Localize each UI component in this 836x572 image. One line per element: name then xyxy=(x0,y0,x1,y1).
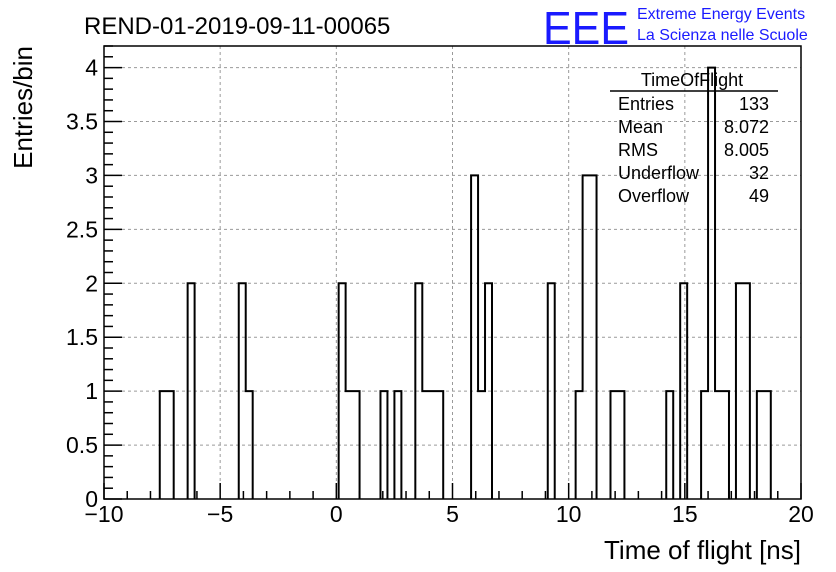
stats-value: 8.072 xyxy=(724,117,769,137)
histogram-bin-9 xyxy=(394,391,401,499)
histogram-bin-14 xyxy=(471,175,478,499)
histogram-bin-29 xyxy=(736,283,743,499)
y-tick-label: 2.5 xyxy=(66,216,98,242)
y-tick-label: 0.5 xyxy=(66,432,98,458)
x-tick-label: −5 xyxy=(207,501,233,527)
histogram-bin-4 xyxy=(246,391,253,499)
histogram-bin-30 xyxy=(743,283,750,499)
histogram-bin-6 xyxy=(346,391,353,499)
histogram-outline xyxy=(158,66,772,499)
histogram-bin-21 xyxy=(610,391,617,499)
histogram-bin-5 xyxy=(339,283,346,499)
histogram-bin-11 xyxy=(422,391,429,499)
histogram-bin-16 xyxy=(485,283,492,499)
y-tick-label: 1.5 xyxy=(66,324,98,350)
histogram-bin-10 xyxy=(415,283,422,499)
x-tick-labels: −10 −5 0 5 10 15 20 xyxy=(84,501,813,527)
histogram-bin-28 xyxy=(722,391,729,499)
stats-label: RMS xyxy=(618,140,658,160)
x-tick-label: −10 xyxy=(84,501,123,527)
x-tick-label: 20 xyxy=(788,501,814,527)
x-tick-label: 0 xyxy=(330,501,343,527)
y-tick-label: 4 xyxy=(85,55,98,81)
histogram-bin-12 xyxy=(429,391,436,499)
histogram-bin-32 xyxy=(764,391,771,499)
histogram-bin-26 xyxy=(708,68,715,499)
stats-label: Mean xyxy=(618,117,663,137)
logo-line1: Extreme Energy Events xyxy=(637,6,805,23)
stats-value: 133 xyxy=(739,94,769,114)
histogram-bin-15 xyxy=(478,391,485,499)
x-tick-label: 5 xyxy=(446,501,459,527)
histogram-bin-17 xyxy=(548,283,555,499)
grid-lines xyxy=(104,46,801,499)
histogram-bin-24 xyxy=(680,283,687,499)
logo-line2: La Scienza nelle Scuole xyxy=(637,27,808,44)
histogram-bin-7 xyxy=(353,391,360,499)
stats-value: 8.005 xyxy=(724,140,769,160)
histogram-bin-13 xyxy=(436,391,443,499)
stats-value: 32 xyxy=(749,163,769,183)
axis-ticks xyxy=(103,45,802,500)
x-axis-title: Time of flight [ns] xyxy=(604,535,801,565)
histogram-bin-31 xyxy=(757,391,764,499)
stats-label: Underflow xyxy=(618,163,700,183)
stats-label: Overflow xyxy=(618,186,690,206)
x-tick-label: 10 xyxy=(556,501,582,527)
histogram-bin-8 xyxy=(380,391,387,499)
histogram-bin-19 xyxy=(583,175,590,499)
histogram-bin-25 xyxy=(701,391,708,499)
histogram-bin-18 xyxy=(576,391,583,499)
x-tick-label: 15 xyxy=(672,501,698,527)
histogram-bin-3 xyxy=(239,283,246,499)
histogram-bin-20 xyxy=(590,175,597,499)
histogram-bin-0 xyxy=(160,391,167,499)
y-tick-label: 2 xyxy=(85,270,98,296)
chart-title: REND-01-2019-09-11-00065 xyxy=(84,13,390,40)
stats-value: 49 xyxy=(749,186,769,206)
histogram-bin-22 xyxy=(617,391,624,499)
histogram-bin-2 xyxy=(188,283,195,499)
y-axis-title: Entries/bin xyxy=(8,46,38,169)
histogram-bin-27 xyxy=(715,391,722,499)
histogram-bin-23 xyxy=(666,391,673,499)
stats-box: TimeOfFlight Entries 133 Mean 8.072 RMS 8.005… xyxy=(610,70,778,206)
y-tick-label: 0 xyxy=(85,486,98,512)
y-tick-labels: 0 0.5 1 1.5 2 2.5 3 3.5 4 xyxy=(66,55,98,512)
stats-label: Entries xyxy=(618,94,674,114)
stats-title: TimeOfFlight xyxy=(641,70,743,90)
stats-rows: Entries 133 Mean 8.072 RMS 8.005 Underflow 32 Ov… xyxy=(618,94,769,206)
y-tick-label: 3 xyxy=(85,162,98,188)
y-tick-label: 3.5 xyxy=(66,109,98,135)
histogram-bin-1 xyxy=(167,391,174,499)
y-tick-label: 1 xyxy=(85,378,98,404)
